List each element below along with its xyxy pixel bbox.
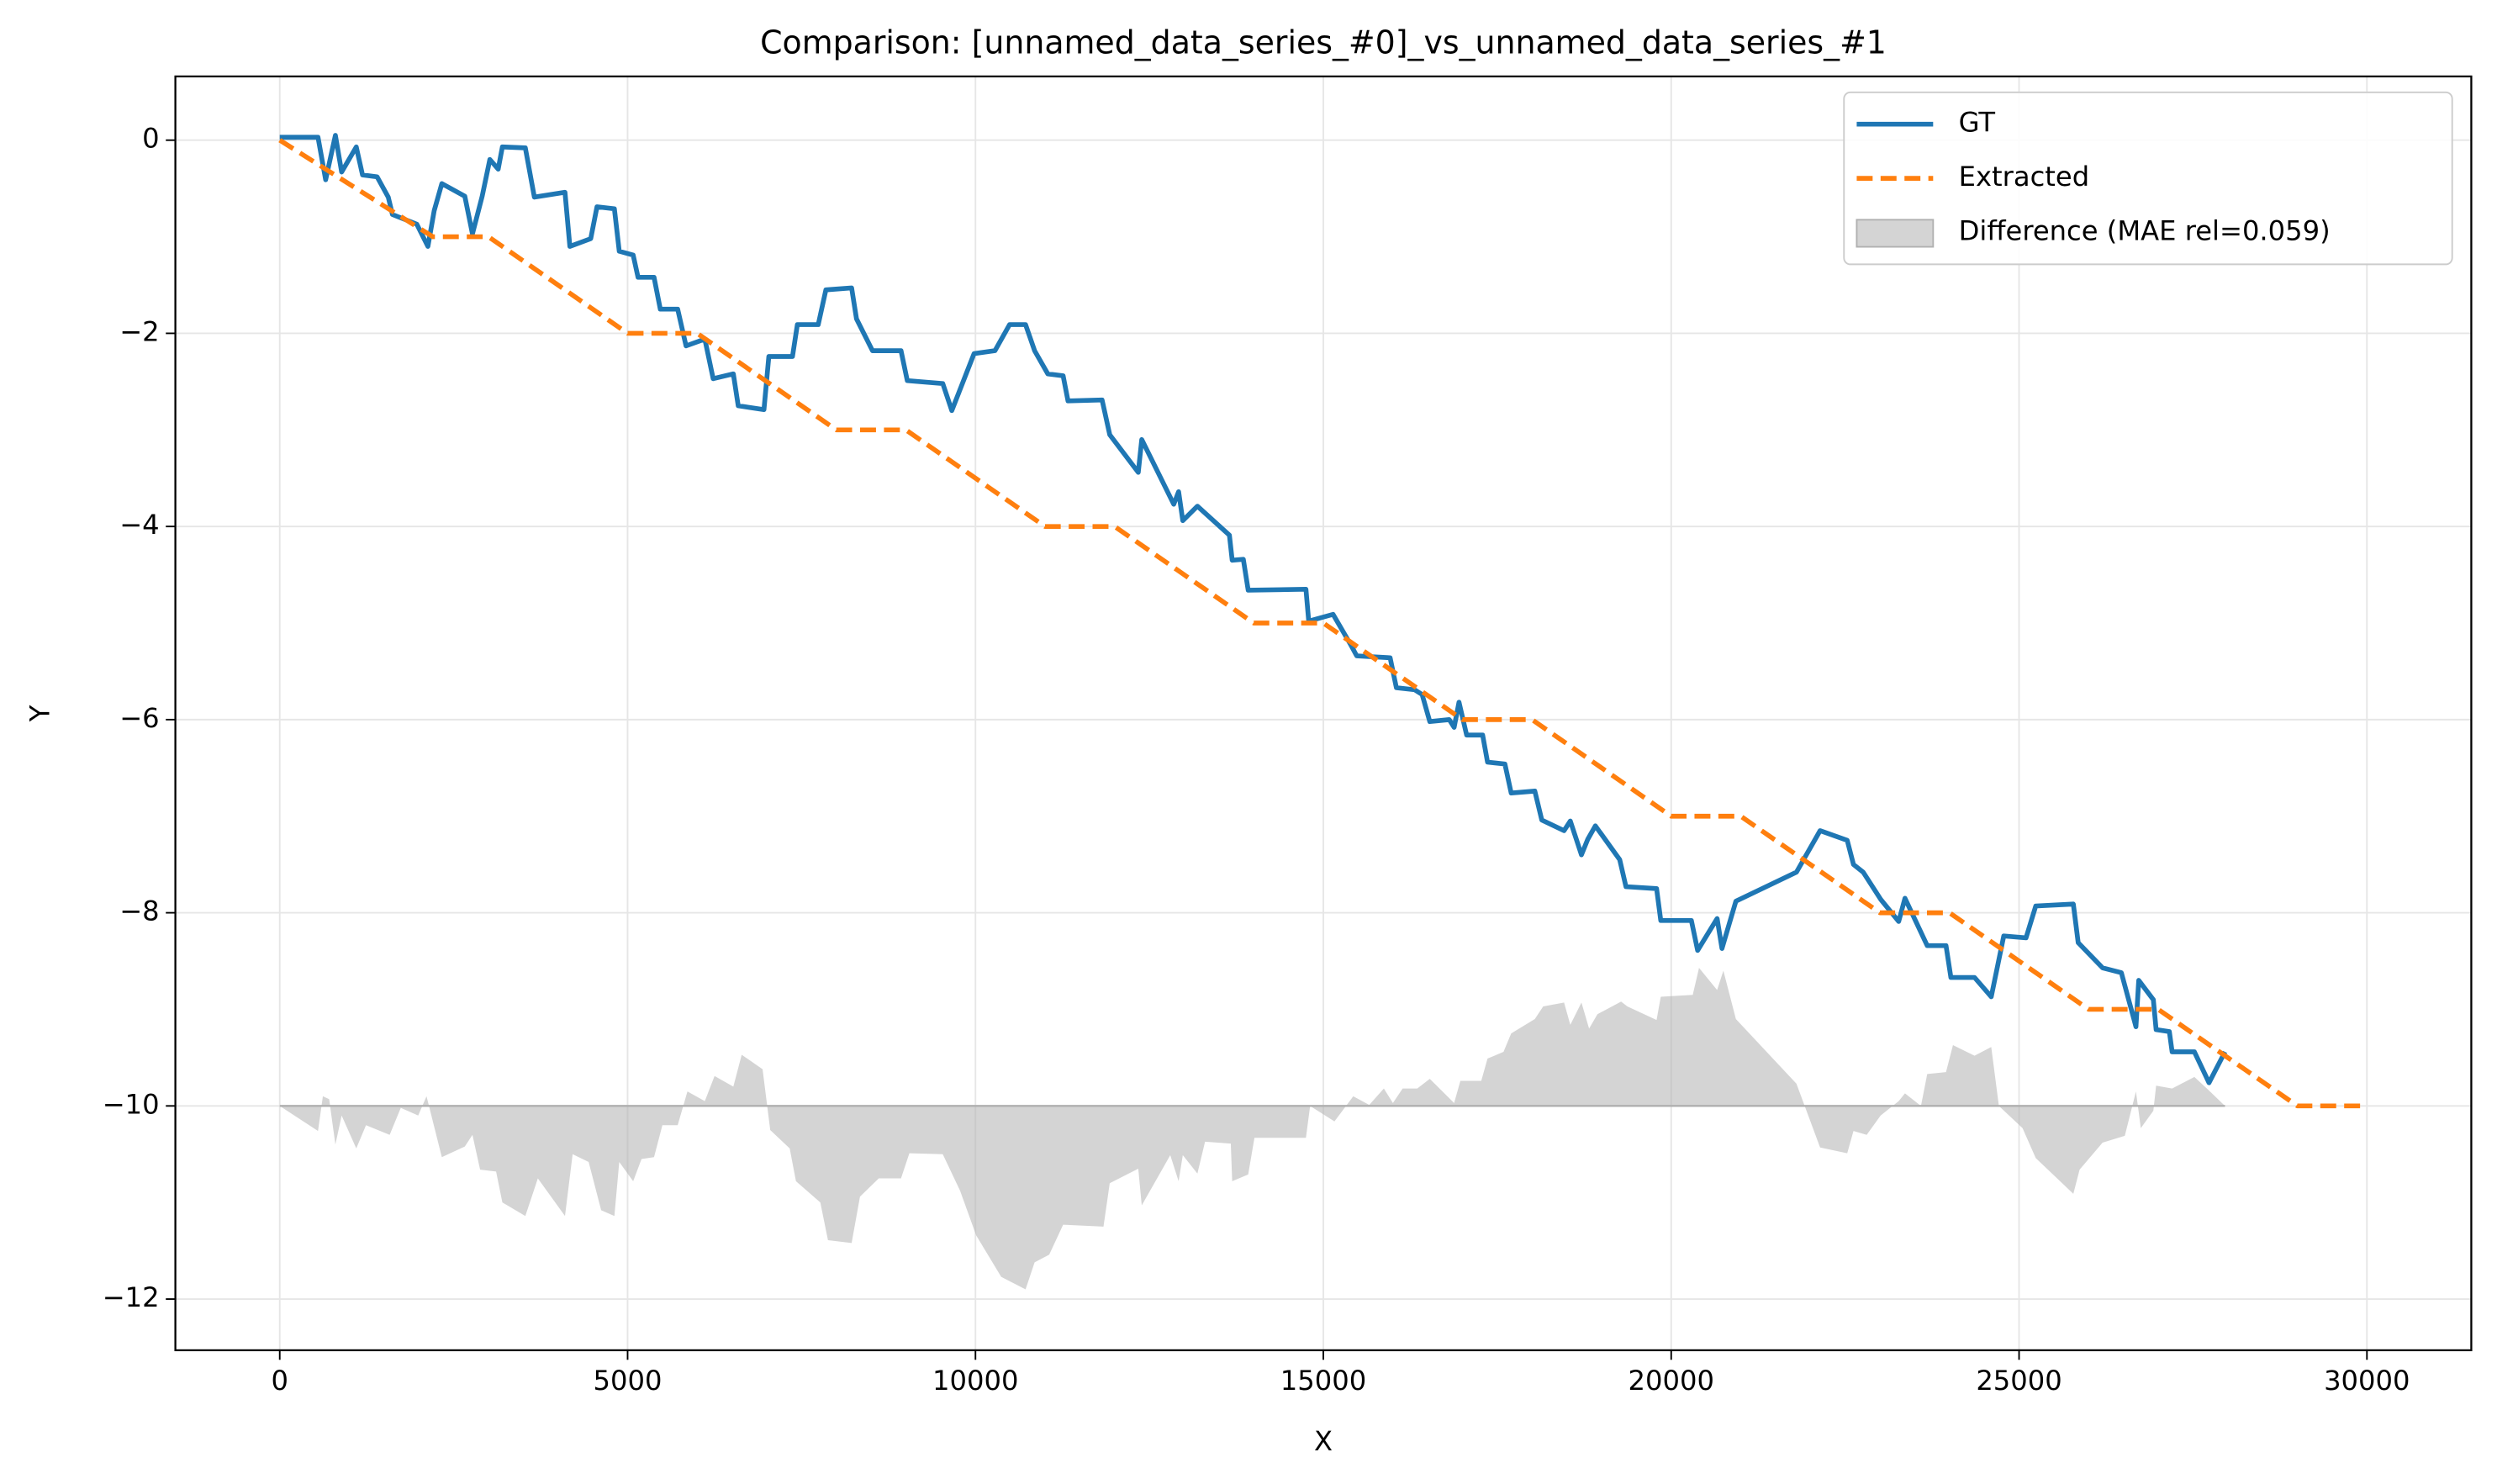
x-tick-label: 10000 [932, 1365, 1018, 1397]
series-line [279, 133, 2227, 1085]
chart-title: Comparison: [unnamed_data_series_#0]_vs_… [760, 24, 1887, 61]
legend-label: Difference (MAE rel=0.059) [1959, 214, 2331, 246]
x-tick-label: 30000 [2324, 1365, 2410, 1397]
plot-frame [174, 75, 2473, 1352]
legend-label: Extracted [1959, 161, 2090, 193]
y-tick-label: −8 [119, 895, 159, 927]
y-tick-label: 0 [142, 123, 159, 155]
x-tick-label: 0 [271, 1365, 288, 1397]
y-tick-label: −6 [119, 702, 159, 734]
x-tick-label: 5000 [594, 1365, 663, 1397]
y-tick-label: −10 [103, 1088, 160, 1120]
y-tick-label: −4 [119, 509, 159, 541]
x-tick-label: 15000 [1280, 1365, 1366, 1397]
legend-label: GT [1959, 107, 1996, 139]
y-tick-label: −2 [119, 315, 159, 347]
y-tick-label: −12 [103, 1281, 160, 1313]
y-axis-label: Y [24, 705, 56, 722]
legend-box [1843, 91, 2453, 266]
x-tick-label: 25000 [1976, 1365, 2061, 1397]
legend: GT Extracted Difference (MAE rel=0.059) [1843, 91, 2453, 266]
x-axis-label: X [1314, 1425, 1333, 1457]
x-tick-label: 20000 [1629, 1365, 1714, 1397]
legend-swatch [1856, 219, 1935, 248]
difference-area [279, 968, 2225, 1290]
